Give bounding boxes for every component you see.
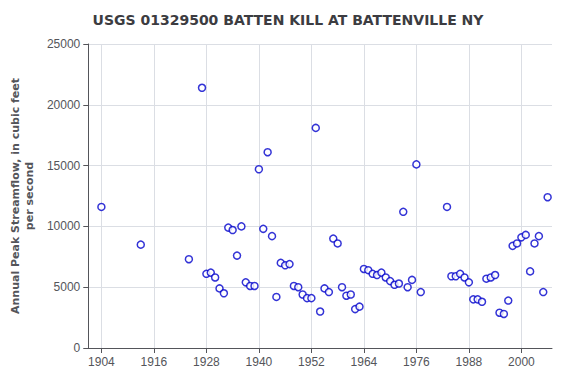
svg-text:0: 0 <box>74 341 81 355</box>
svg-text:5000: 5000 <box>54 280 81 294</box>
svg-text:1928: 1928 <box>193 355 220 369</box>
svg-text:1964: 1964 <box>351 355 378 369</box>
svg-text:15000: 15000 <box>47 159 81 173</box>
svg-text:20000: 20000 <box>47 98 81 112</box>
svg-text:per second: per second <box>23 162 36 230</box>
svg-text:25000: 25000 <box>47 37 81 51</box>
svg-text:1952: 1952 <box>298 355 325 369</box>
svg-text:1976: 1976 <box>403 355 430 369</box>
svg-text:1904: 1904 <box>88 355 115 369</box>
svg-text:1988: 1988 <box>456 355 483 369</box>
svg-text:1940: 1940 <box>246 355 273 369</box>
svg-text:1916: 1916 <box>141 355 168 369</box>
svg-text:10000: 10000 <box>47 219 81 233</box>
svg-text:2000: 2000 <box>508 355 535 369</box>
svg-text:Annual Peak Streamflow, in cub: Annual Peak Streamflow, in cubic feet <box>9 78 22 314</box>
svg-text:USGS 01329500 BATTEN KILL AT B: USGS 01329500 BATTEN KILL AT BATTENVILLE… <box>93 12 485 28</box>
